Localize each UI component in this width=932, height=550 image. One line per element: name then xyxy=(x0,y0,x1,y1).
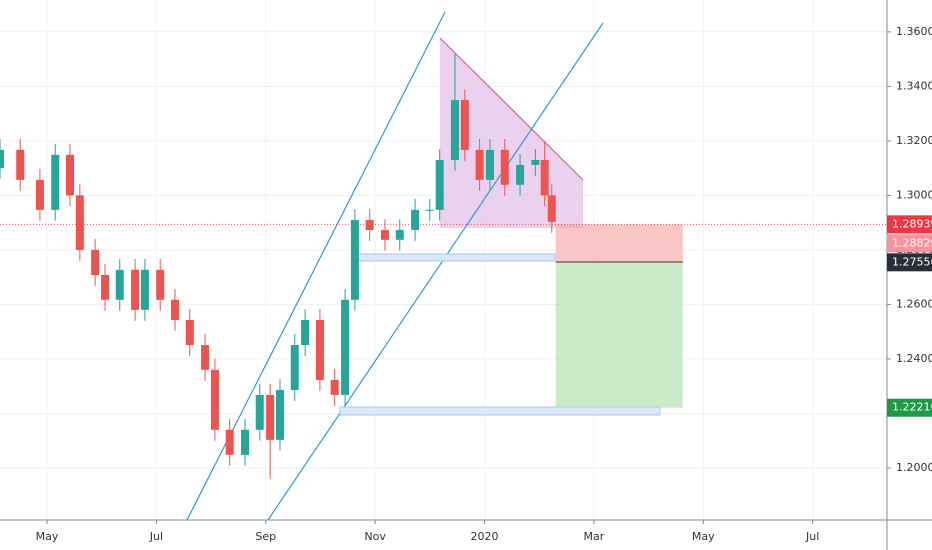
candle-body xyxy=(210,369,219,430)
candle-body xyxy=(201,345,210,370)
candle-body xyxy=(51,154,60,210)
candle-body xyxy=(225,429,234,455)
candle-body xyxy=(275,390,284,440)
candle-body xyxy=(140,269,149,310)
candle-body xyxy=(475,149,484,180)
candle-body xyxy=(156,269,165,300)
candle-body xyxy=(516,164,525,185)
candle-body xyxy=(35,179,44,210)
y-tick-label: 1.30000 xyxy=(896,188,932,201)
y-tick-label: 1.34000 xyxy=(896,79,932,92)
candle-body xyxy=(65,154,74,196)
candle-body xyxy=(450,100,459,160)
candle-body xyxy=(380,230,389,240)
price-tag xyxy=(887,234,932,253)
candle-body xyxy=(540,159,549,196)
candle-body xyxy=(16,149,25,180)
y-tick-label: 1.20000 xyxy=(896,461,932,474)
candle-body xyxy=(531,159,540,165)
candle-body xyxy=(395,230,404,240)
triangle-top xyxy=(439,37,584,181)
support-zone xyxy=(339,406,661,416)
candle-body xyxy=(0,149,4,169)
candle-body xyxy=(341,299,350,395)
price-tag-label: 1.28829 xyxy=(892,236,932,249)
candle-body xyxy=(240,429,249,455)
price-tag-label: 1.28939 xyxy=(892,217,932,230)
price-tag xyxy=(887,215,932,234)
x-tick-label: Jul xyxy=(805,530,819,543)
candle-body xyxy=(500,149,509,185)
candle-body xyxy=(255,394,264,430)
candle-body xyxy=(185,319,194,346)
price-tag-label: 1.27556 xyxy=(892,255,932,268)
price-tag xyxy=(887,253,932,272)
y-tick-label: 1.24000 xyxy=(896,352,932,365)
axis-labels: 1.200001.220001.240001.260001.280001.300… xyxy=(36,25,932,543)
candle-body xyxy=(115,269,124,300)
x-tick-label: Sep xyxy=(255,530,276,543)
candle-body xyxy=(75,195,84,250)
y-tick-label: 1.26000 xyxy=(896,297,932,310)
target-zone xyxy=(555,262,683,408)
price-tag-label: 1.22210 xyxy=(892,401,932,414)
candle-body xyxy=(315,319,324,380)
candle-body xyxy=(547,195,556,222)
candle-body xyxy=(460,100,469,150)
candle-body xyxy=(170,299,179,320)
y-tick-label: 1.32000 xyxy=(896,134,932,147)
candle-body xyxy=(485,149,494,180)
candle-body xyxy=(131,269,140,310)
x-tick-label: 2020 xyxy=(471,530,499,543)
candle-body xyxy=(100,274,109,300)
channel-lower xyxy=(267,22,604,521)
candle-body xyxy=(411,209,420,231)
x-tick-label: Nov xyxy=(364,530,386,543)
candle-body xyxy=(365,219,374,231)
candle-body xyxy=(91,249,100,275)
candle-body xyxy=(435,159,444,210)
candle-body xyxy=(301,319,310,346)
candles xyxy=(0,53,556,479)
candle-body xyxy=(290,345,299,390)
candle-body xyxy=(330,379,339,395)
x-tick-label: Jul xyxy=(149,530,163,543)
position-boxes xyxy=(0,223,887,408)
stop-zone xyxy=(555,224,683,263)
x-tick-label: Mar xyxy=(584,530,605,543)
x-tick-label: May xyxy=(692,530,715,543)
y-tick-label: 1.36000 xyxy=(896,25,932,38)
x-tick-label: May xyxy=(36,530,59,543)
support-zone xyxy=(352,253,556,262)
candle-body xyxy=(425,209,434,211)
candle-body xyxy=(266,394,275,440)
price-tag xyxy=(887,398,932,417)
candle-body xyxy=(350,219,359,300)
